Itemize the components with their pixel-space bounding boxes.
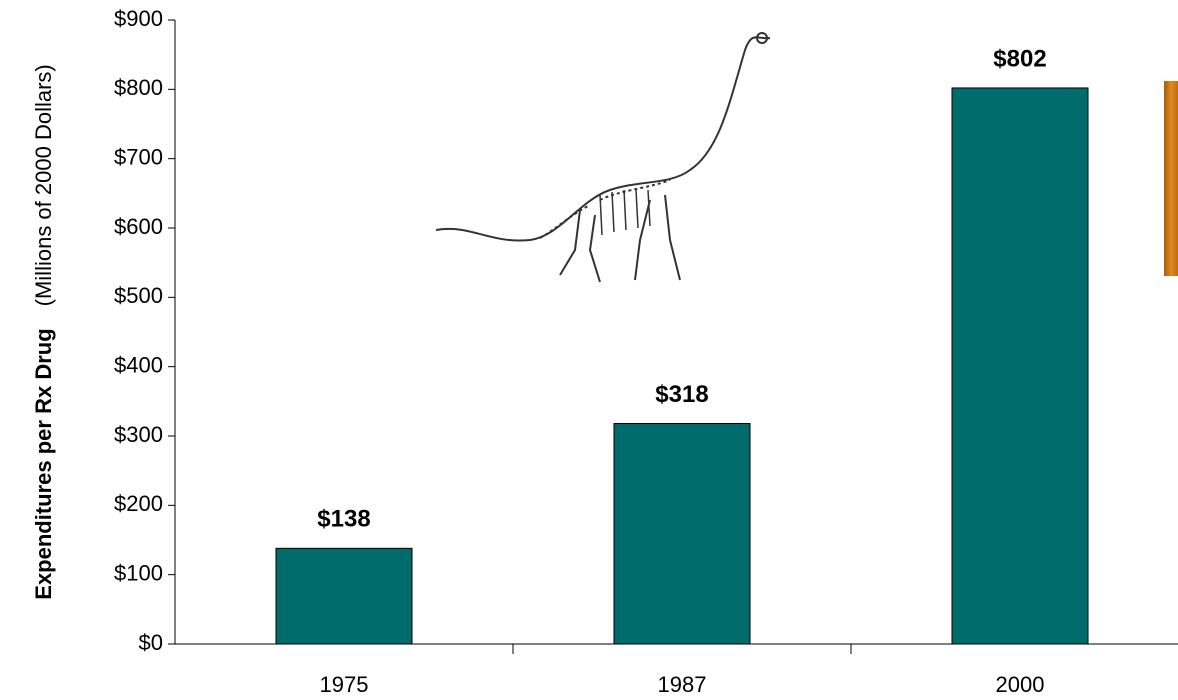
y-axis-label: Expenditures per Rx Drug [31, 328, 56, 599]
dinosaur-illustration [435, 32, 771, 283]
decorative-tab [1164, 81, 1178, 276]
bar [951, 87, 1089, 645]
y-axis-note: (Millions of 2000 Dollars) [31, 64, 56, 306]
x-tick-label: 2000 [996, 672, 1045, 697]
y-tick-label: $500 [114, 283, 163, 308]
y-tick-label: $100 [114, 560, 163, 585]
y-tick-label: $600 [114, 214, 163, 239]
y-axis-title: Expenditures per Rx Drug (Millions of 200… [31, 64, 56, 599]
value-label: $138 [317, 506, 370, 533]
bar [613, 423, 751, 645]
bar [275, 547, 413, 645]
value-label: $318 [655, 381, 708, 408]
y-tick-label: $800 [114, 75, 163, 100]
y-tick-label: $400 [114, 352, 163, 377]
y-tick-label: $900 [114, 6, 163, 31]
y-tick-label: $300 [114, 422, 163, 447]
x-tick-label: 1987 [658, 672, 707, 697]
y-tick-label: $700 [114, 144, 163, 169]
x-tick-label: 1975 [320, 672, 369, 697]
y-tick-label: $200 [114, 491, 163, 516]
value-label: $802 [993, 45, 1046, 72]
y-tick-label: $0 [139, 630, 163, 655]
